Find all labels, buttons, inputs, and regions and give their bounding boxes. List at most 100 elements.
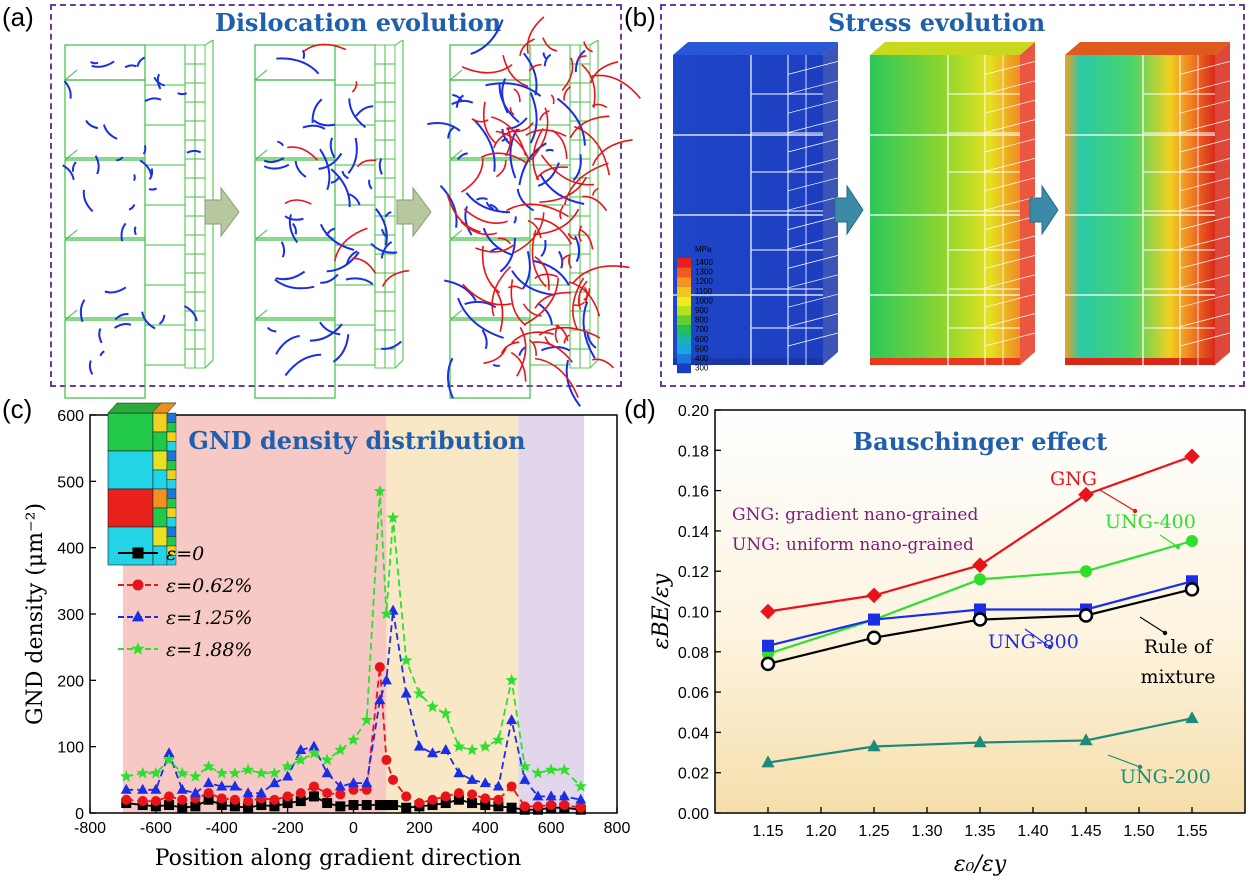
colorbar: MPa 1400130012001100100090080070060050040…: [677, 245, 713, 374]
leader-line: [1099, 489, 1136, 512]
data-point: [120, 783, 132, 794]
data-point: [467, 798, 478, 809]
data-point: [545, 790, 557, 801]
y-tick-label: 600: [57, 408, 84, 425]
data-point: [149, 766, 163, 779]
series-4: [761, 711, 1199, 768]
x-tick-label: 1.50: [1123, 823, 1154, 840]
data-point: [558, 790, 570, 801]
data-point: [493, 801, 504, 812]
data-point: [202, 760, 215, 772]
x-tick-label: -200: [272, 820, 304, 837]
colorbar-swatch: [677, 325, 691, 335]
data-point: [453, 767, 465, 778]
data-point: [506, 802, 517, 813]
annotation-label: Rule of: [1144, 636, 1214, 658]
data-point: [479, 740, 492, 752]
data-point: [242, 787, 254, 798]
annotation-label: UNG: uniform nano-grained: [732, 535, 974, 555]
data-point: [373, 484, 386, 497]
data-point: [452, 740, 466, 752]
data-point: [386, 511, 400, 524]
legend-marker: [132, 547, 144, 559]
evolution-arrow: [1029, 184, 1059, 236]
panel-b-frame: [660, 4, 1245, 387]
data-point: [162, 753, 176, 766]
leader-head: [1162, 630, 1168, 636]
data-point: [762, 639, 774, 652]
data-point: [256, 800, 267, 811]
data-point: [972, 612, 988, 627]
colorbar-swatch: [677, 334, 691, 345]
grain-structure: [254, 39, 404, 399]
data-point: [519, 773, 531, 784]
colorbar-unit: MPa: [695, 245, 712, 254]
data-point: [427, 794, 438, 805]
data-point: [466, 773, 478, 784]
y-tick-label: 0.16: [678, 484, 709, 501]
series-2: [762, 575, 1198, 652]
inset-grain-model: [107, 402, 177, 566]
data-point: [189, 787, 201, 798]
data-point: [281, 760, 294, 772]
data-point: [518, 760, 531, 772]
data-point: [321, 767, 333, 778]
data-point: [973, 735, 987, 748]
data-point: [361, 784, 372, 795]
data-point: [493, 794, 504, 805]
data-point: [1184, 448, 1200, 465]
stress-block: [1065, 42, 1231, 365]
legend-label: ε=1.88%: [166, 639, 252, 661]
y-tick-label: 0.14: [678, 524, 709, 541]
data-point: [374, 694, 386, 705]
x-tick-label: 400: [472, 820, 499, 837]
data-point: [559, 800, 570, 811]
x-tick-label: -600: [140, 820, 172, 837]
dislocation-lines: [427, 16, 641, 407]
data-point: [177, 794, 188, 805]
x-tick-label: 1.25: [858, 823, 889, 840]
colorbar-level: 600: [695, 335, 709, 344]
panel-a-label: (a): [2, 2, 34, 32]
data-point: [506, 781, 517, 792]
data-point: [282, 791, 293, 802]
data-point: [176, 783, 188, 794]
data-point: [1080, 565, 1092, 578]
dislocation-illustration: [62, 16, 641, 407]
x-tick-label: 200: [406, 820, 433, 837]
y-tick-label: 0.00: [678, 806, 709, 823]
data-point: [216, 780, 228, 791]
leader-line: [1024, 628, 1051, 648]
chart-title: GND density distribution: [188, 426, 525, 455]
data-point: [381, 754, 392, 765]
evolution-arrow: [204, 186, 240, 238]
data-point: [546, 800, 557, 811]
x-tick-label: 1.15: [752, 823, 783, 840]
data-point: [190, 801, 201, 812]
data-point: [163, 747, 175, 758]
y-tick-label: 0.18: [678, 443, 709, 460]
data-point: [150, 796, 161, 807]
data-point: [467, 789, 478, 800]
data-point: [121, 794, 132, 805]
data-point: [400, 653, 413, 666]
data-point: [1079, 733, 1093, 746]
legend-marker: [131, 610, 145, 622]
stress-block: [870, 42, 1036, 365]
grain-structure: [64, 39, 214, 399]
data-point: [334, 780, 346, 791]
x-tick-label: 1.30: [911, 823, 942, 840]
data-point: [974, 603, 986, 616]
data-point: [269, 801, 280, 812]
data-point: [426, 700, 439, 713]
data-point: [229, 780, 241, 791]
y-tick-label: 0.02: [678, 766, 709, 783]
colorbar-level: 1300: [695, 268, 713, 277]
data-point: [401, 791, 412, 802]
data-point: [374, 662, 385, 673]
colorbar-level: 800: [695, 316, 709, 325]
data-point: [360, 713, 373, 726]
panel-a-title: Dislocation evolution: [215, 8, 502, 37]
legend: ε=0 ε=0.62% ε=1.25% ε=1.88%: [118, 543, 252, 661]
dislocation-lines: [263, 43, 410, 377]
